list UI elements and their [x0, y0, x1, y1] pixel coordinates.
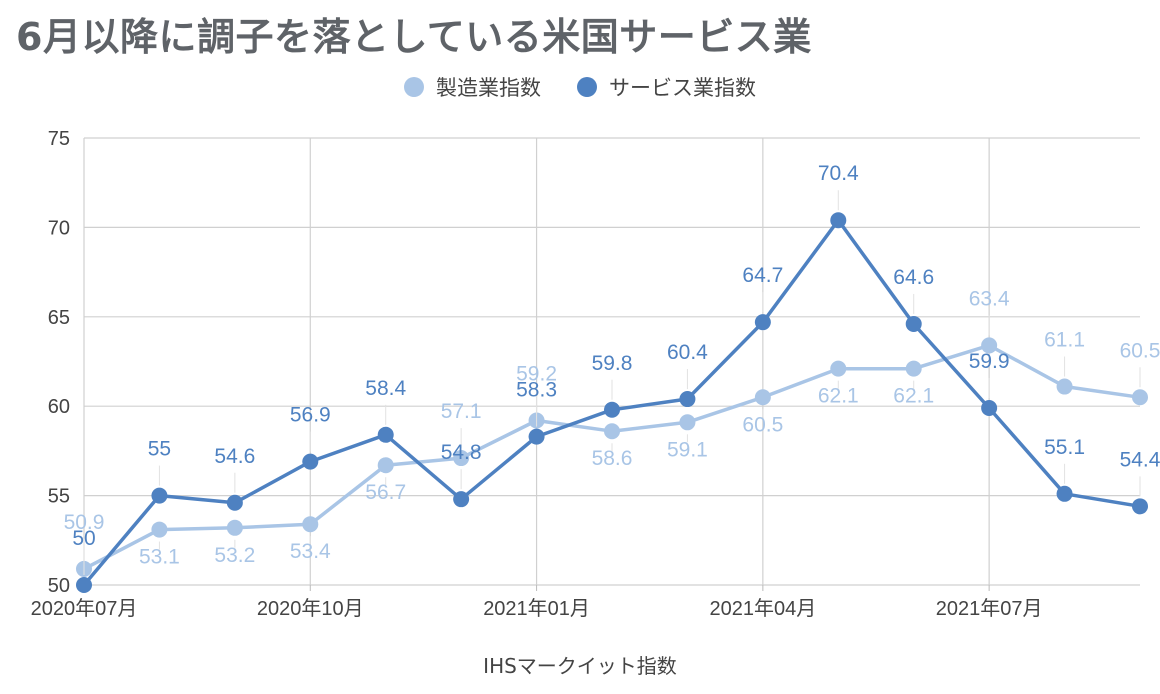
data-point[interactable]	[905, 315, 922, 332]
legend-label-services: サービス業指数	[609, 76, 756, 100]
data-point[interactable]	[1056, 378, 1073, 395]
data-label: 58.4	[365, 377, 406, 400]
data-label: 60.4	[667, 341, 708, 364]
data-point[interactable]	[226, 494, 243, 511]
data-point[interactable]	[453, 450, 470, 467]
data-label: 50	[72, 527, 95, 550]
data-label: 60.5	[1120, 339, 1160, 362]
data-label: 59.2	[516, 363, 557, 386]
legend-label-manufacturing: 製造業指数	[436, 76, 541, 100]
y-tick-label: 60	[48, 396, 70, 418]
data-label: 64.6	[893, 266, 934, 289]
data-label: 61.1	[1044, 329, 1085, 352]
data-label: 70.4	[818, 162, 859, 185]
data-label: 54.4	[1120, 448, 1160, 471]
data-label: 58.6	[592, 447, 633, 470]
y-tick-label: 65	[48, 307, 70, 329]
data-point[interactable]	[302, 516, 319, 533]
data-label: 50.9	[64, 511, 105, 534]
data-point[interactable]	[302, 453, 319, 470]
data-point[interactable]	[830, 360, 847, 377]
data-label: 54.6	[214, 445, 255, 468]
data-point[interactable]	[151, 521, 168, 538]
data-label: 54.8	[441, 441, 482, 464]
data-point[interactable]	[377, 457, 394, 474]
data-point[interactable]	[679, 414, 696, 431]
x-tick-label: 2020年10月	[257, 597, 364, 620]
y-tick-label: 55	[48, 486, 70, 508]
data-label: 55	[148, 438, 171, 461]
chart-title: 6月以降に調子を落としている米国サービス業	[16, 15, 812, 59]
data-label: 57.1	[441, 400, 482, 423]
x-tick-label: 2021年07月	[936, 597, 1043, 620]
data-point[interactable]	[754, 314, 771, 331]
data-point[interactable]	[905, 360, 922, 377]
x-tick-label: 2020年07月	[31, 597, 138, 620]
data-point[interactable]	[1056, 485, 1073, 502]
data-label: 58.3	[516, 379, 557, 402]
x-tick-label: 2021年01月	[483, 597, 590, 620]
data-label: 56.7	[365, 481, 406, 504]
data-point[interactable]	[151, 487, 168, 504]
data-label: 60.5	[742, 413, 783, 436]
x-tick-label: 2021年04月	[709, 597, 816, 620]
data-point[interactable]	[226, 519, 243, 536]
data-label: 59.8	[592, 352, 633, 375]
data-label: 53.4	[290, 540, 331, 563]
data-point[interactable]	[76, 577, 92, 593]
data-point[interactable]	[528, 428, 545, 445]
data-point[interactable]	[830, 212, 847, 229]
legend-item-manufacturing[interactable]: 製造業指数	[404, 72, 541, 102]
data-label: 59.9	[969, 350, 1010, 373]
data-point[interactable]	[377, 426, 394, 443]
data-label: 59.1	[667, 438, 708, 461]
source-label: IHSマークイット指数	[483, 654, 677, 678]
y-tick-label: 50	[48, 575, 70, 597]
y-tick-label: 70	[48, 217, 70, 239]
data-label: 62.1	[893, 385, 934, 408]
data-label: 62.1	[818, 385, 859, 408]
legend-marker-services	[577, 77, 597, 97]
data-point[interactable]	[1132, 389, 1148, 406]
y-tick-label: 75	[48, 128, 70, 150]
data-point[interactable]	[604, 401, 620, 418]
data-label: 53.2	[214, 544, 255, 567]
legend-marker-manufacturing	[404, 77, 424, 97]
data-label: 56.9	[290, 404, 331, 427]
data-point[interactable]	[453, 491, 470, 508]
data-label: 53.1	[139, 546, 180, 569]
data-point[interactable]	[981, 399, 998, 416]
data-point[interactable]	[754, 389, 771, 406]
data-point[interactable]	[679, 391, 696, 408]
data-label: 55.1	[1044, 436, 1085, 459]
data-point[interactable]	[604, 423, 620, 440]
data-point[interactable]	[1132, 498, 1148, 515]
data-label: 64.7	[742, 264, 783, 287]
legend: 製造業指数 サービス業指数	[0, 72, 1160, 102]
data-point[interactable]	[981, 337, 998, 354]
data-label: 63.4	[969, 287, 1010, 310]
legend-item-services[interactable]: サービス業指数	[577, 72, 756, 102]
